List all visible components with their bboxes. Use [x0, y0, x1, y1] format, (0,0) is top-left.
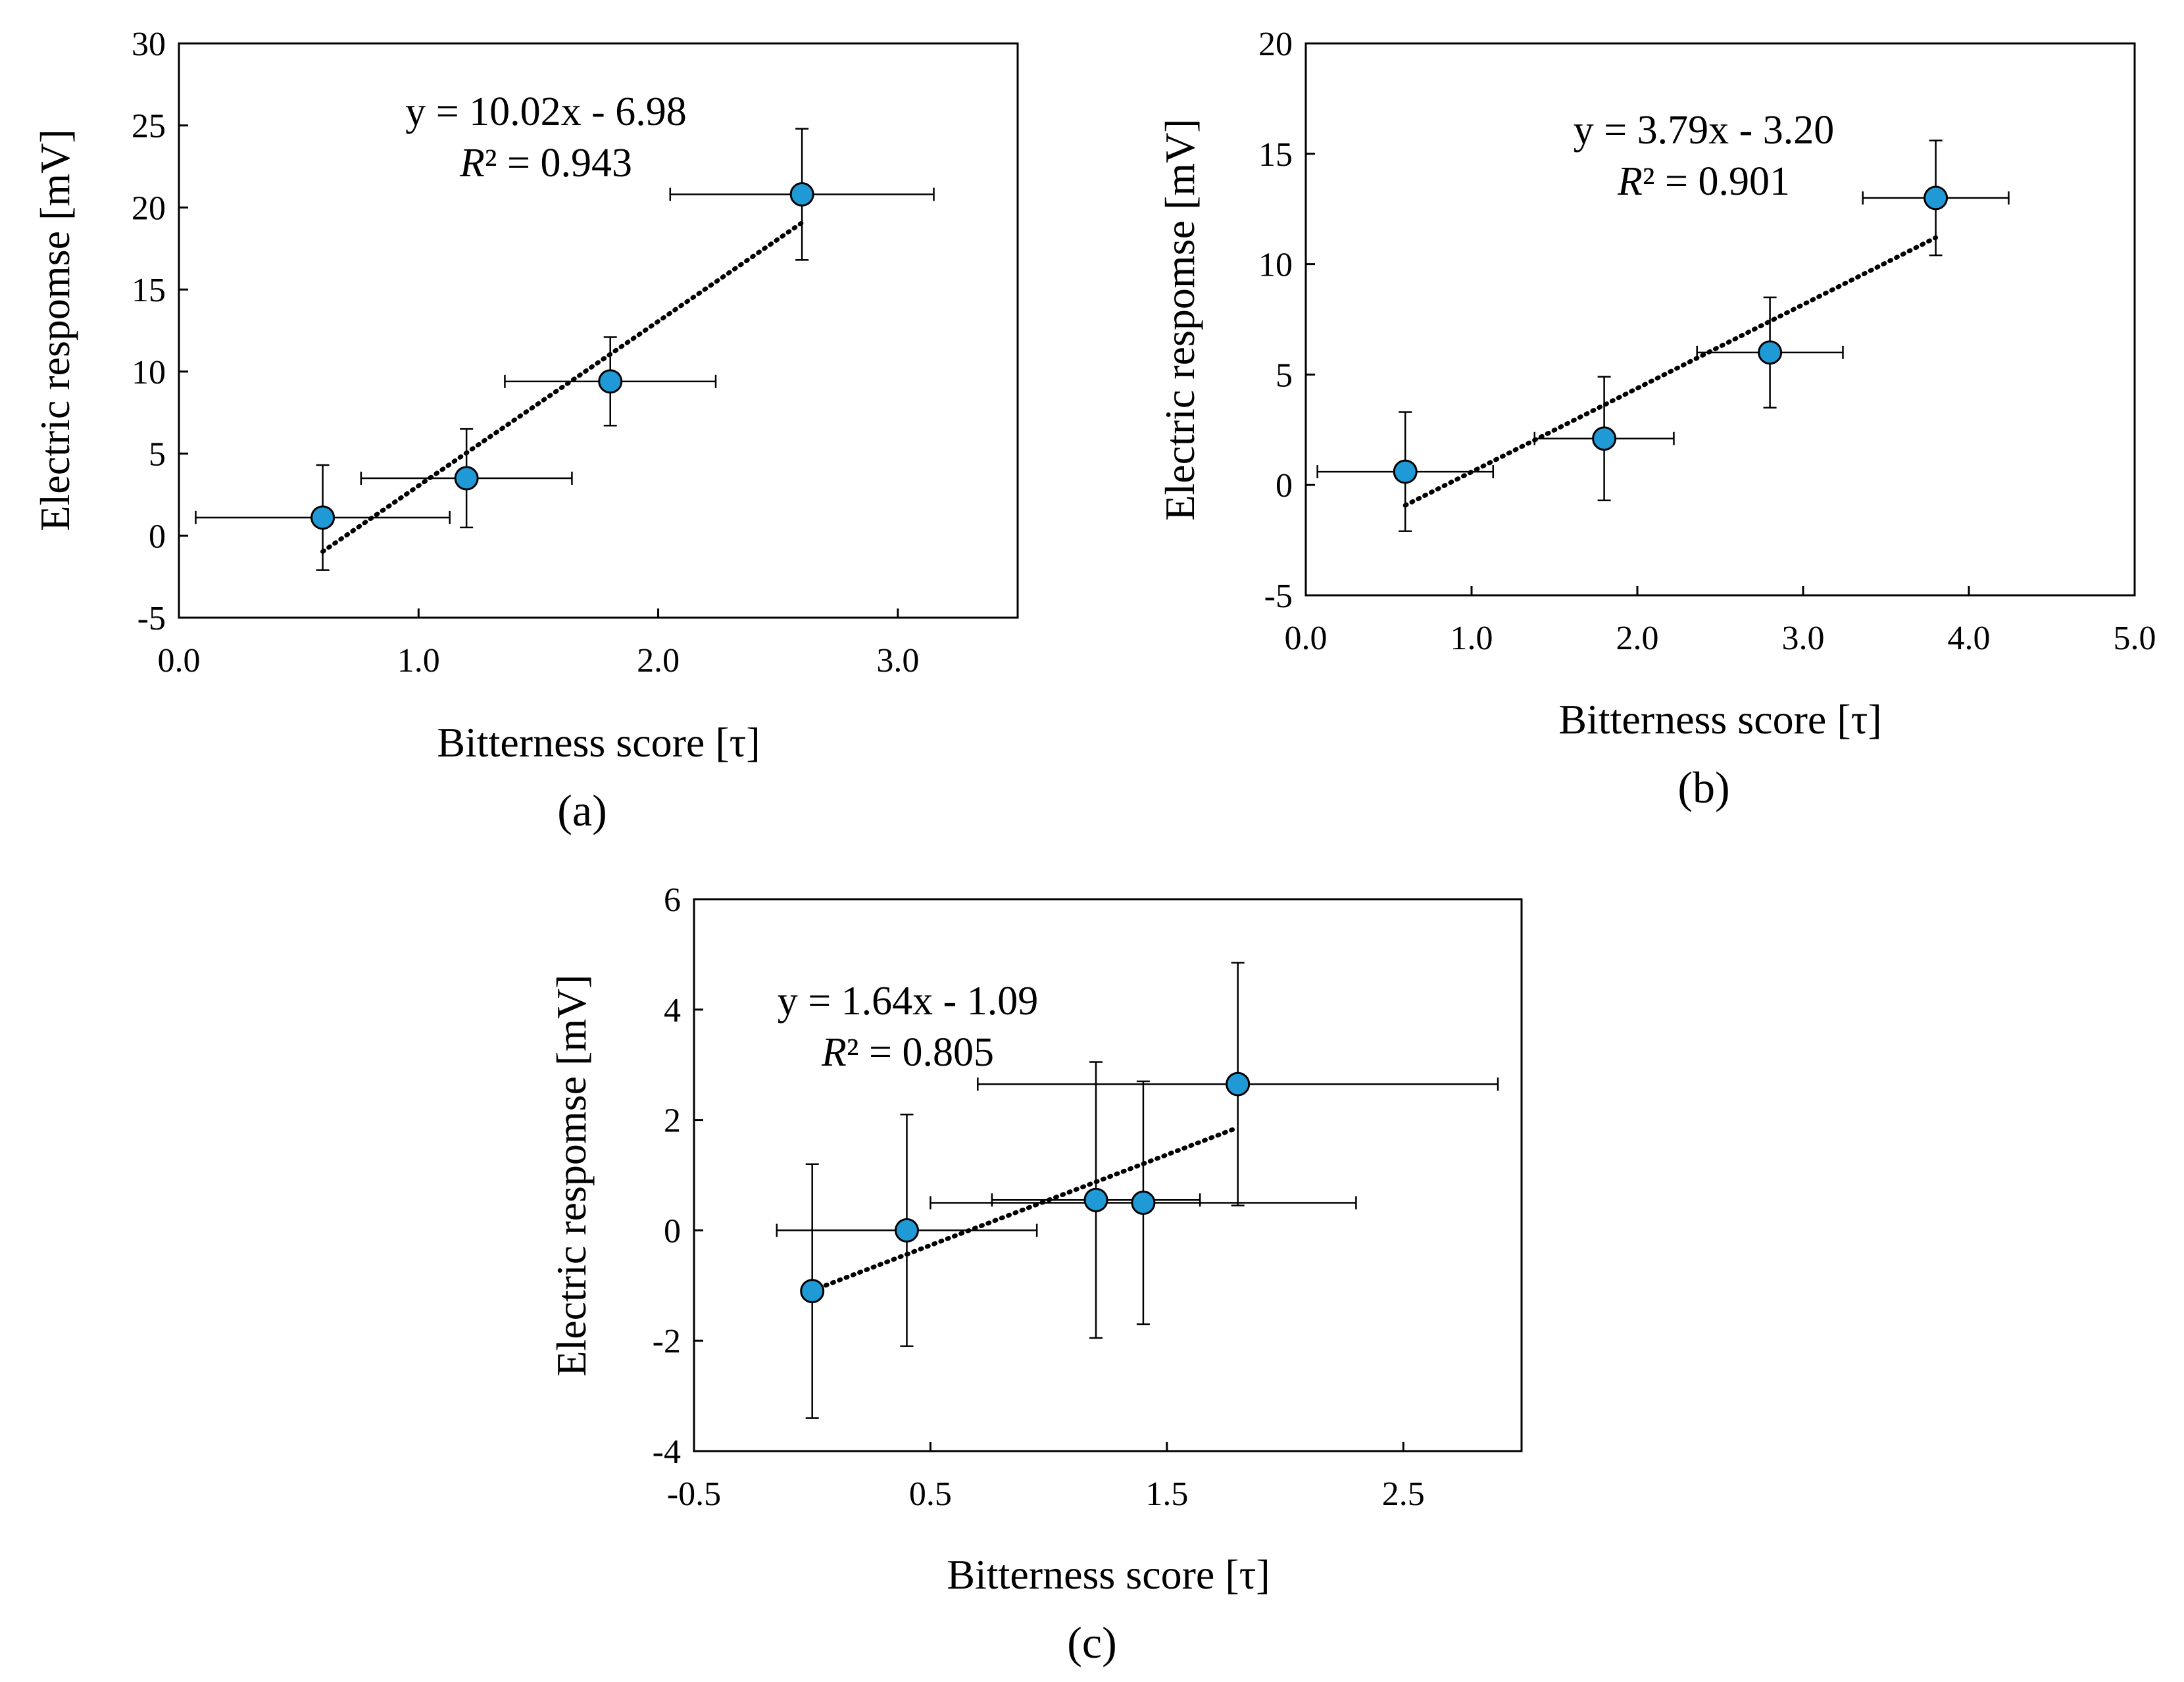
x-tick-label: 1.5	[1145, 1475, 1188, 1513]
y-tick-label: 0	[1276, 467, 1293, 505]
x-tick-label: 2.5	[1382, 1475, 1425, 1513]
equation-label: y = 10.02x - 6.98	[405, 89, 687, 134]
y-tick-label: -4	[653, 1433, 681, 1471]
data-point	[1131, 1190, 1156, 1215]
x-axis-label: Bitterness score [τ]	[437, 719, 760, 766]
data-point	[1083, 1187, 1108, 1212]
data-points	[800, 1072, 1251, 1304]
r-squared-label: R² = 0.943	[459, 141, 632, 186]
data-point	[1592, 426, 1617, 451]
data-point	[1923, 186, 1948, 210]
x-axis-label: Bitterness score [τ]	[947, 1551, 1270, 1598]
y-tick-label: 20	[132, 189, 166, 227]
y-tick-label: 5	[1276, 357, 1293, 394]
y-tick-label: 15	[1258, 136, 1293, 174]
equation-label: y = 3.79x - 3.20	[1574, 108, 1835, 153]
x-axis-ticks: 0.0 1.0 2.0 3.0	[158, 608, 919, 680]
y-tick-label: 0	[664, 1212, 681, 1250]
y-tick-label: 2	[664, 1102, 681, 1140]
y-tick-label: 10	[1258, 247, 1293, 284]
data-point	[1393, 459, 1418, 484]
y-tick-label: 6	[664, 881, 681, 919]
plot-area	[178, 42, 1019, 619]
x-axis-ticks: -0.5 0.5 1.5 2.5	[667, 1442, 1425, 1513]
y-tick-label: -5	[1264, 578, 1293, 615]
x-tick-label: -0.5	[667, 1475, 721, 1513]
trendline	[810, 1125, 1241, 1293]
data-point	[800, 1279, 825, 1304]
data-point	[454, 466, 479, 491]
y-tick-label: 10	[132, 354, 166, 391]
y-tick-label: 0	[149, 518, 166, 555]
trendline-group	[320, 220, 805, 554]
x-tick-label: 0.5	[909, 1475, 952, 1513]
r-squared-label: R² = 0.805	[821, 1030, 994, 1075]
data-points	[310, 182, 814, 530]
trendline	[1402, 235, 1939, 508]
x-tick-label: 5.0	[2114, 620, 2156, 657]
y-tick-label: 20	[1258, 26, 1293, 63]
x-axis-label: Bitterness score [τ]	[1558, 696, 1881, 743]
trendline-group	[810, 1125, 1241, 1293]
y-axis-ticks: -4 -2 0 2 4 6	[653, 881, 703, 1471]
data-point	[310, 505, 335, 530]
trendline	[320, 220, 805, 554]
y-axis-label: Electric respomse [mV]	[1156, 118, 1203, 520]
y-axis-label: Electric respomse [mV]	[548, 974, 595, 1376]
data-point	[894, 1218, 919, 1243]
panel-label: (b)	[1677, 762, 1729, 812]
y-tick-label: 15	[132, 272, 166, 309]
chart-panel-b: 0.0 1.0 2.0 3.0 4.0 5.0 -5 0 5 10 15 20 y = 3.79x …	[1156, 26, 2156, 812]
x-axis-ticks: 0.0 1.0 2.0 3.0 4.0 5.0	[1285, 586, 2156, 657]
panel-label: (c)	[1067, 1618, 1116, 1668]
x-tick-label: 1.0	[397, 642, 440, 680]
x-tick-label: 0.0	[1285, 620, 1328, 657]
x-tick-label: 3.0	[1782, 620, 1825, 657]
x-tick-label: 1.0	[1451, 620, 1493, 657]
y-tick-label: 4	[664, 992, 681, 1029]
x-tick-label: 0.0	[158, 642, 201, 680]
x-tick-label: 4.0	[1948, 620, 1991, 657]
y-tick-label: 5	[149, 436, 166, 474]
y-tick-label: -2	[653, 1323, 681, 1360]
r-squared-label: R² = 0.901	[1617, 159, 1790, 204]
y-tick-label: 30	[132, 26, 166, 63]
y-axis-ticks: -5 0 5 10 15 20	[1258, 26, 1315, 615]
x-tick-label: 2.0	[1616, 620, 1659, 657]
data-point	[598, 369, 623, 394]
equation-label: y = 1.64x - 1.09	[778, 979, 1039, 1024]
plot-area	[1304, 42, 2136, 597]
error-bars	[195, 128, 935, 571]
y-axis-ticks: -5 0 5 10 15 20 25 30	[132, 26, 188, 637]
x-tick-label: 3.0	[876, 642, 919, 680]
chart-panel-a: 0.0 1.0 2.0 3.0 -5 0 5 10 15 20 25 30 y = 10.02x -…	[32, 26, 1019, 835]
x-tick-label: 2.0	[637, 642, 680, 680]
plot-area	[693, 898, 1523, 1452]
data-point	[1226, 1072, 1251, 1097]
y-axis-label: Electric respomse [mV]	[32, 129, 78, 531]
data-point	[789, 182, 814, 207]
y-tick-label: 25	[132, 108, 166, 145]
trendline-group	[1402, 235, 1939, 508]
y-tick-label: -5	[137, 600, 166, 637]
data-point	[1758, 340, 1783, 365]
data-points	[1393, 186, 1948, 484]
panel-label: (a)	[557, 785, 607, 835]
